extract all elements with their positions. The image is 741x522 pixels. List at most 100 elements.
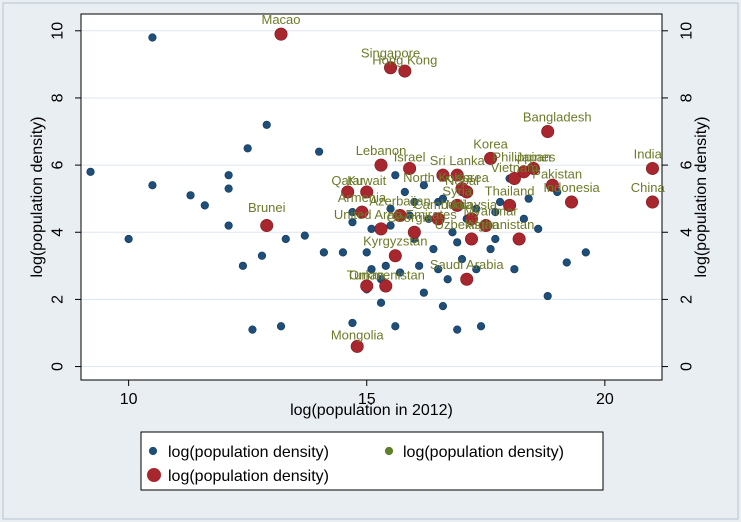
data-point-blue [315,147,324,156]
y-tick-label-left: 4 [50,228,67,237]
data-point-red [526,161,540,175]
data-point-blue [367,224,376,233]
data-point-blue [348,218,357,227]
data-point-blue [362,248,371,257]
data-point-blue [443,275,452,284]
y-tick-label-right: 2 [679,295,696,304]
data-point-red [260,219,274,233]
data-point-blue [434,265,443,274]
data-point-blue [410,197,419,207]
data-point-blue [486,244,495,254]
points-layer [86,27,659,353]
data-point-red [274,27,288,41]
legend-marker-green [384,446,394,456]
data-point-red [541,125,555,139]
data-point-blue [248,325,257,334]
data-point-blue [148,181,157,190]
data-point-blue [472,204,481,213]
data-point-blue [400,187,409,197]
y-tick-label-right: 10 [679,22,696,40]
data-point-red [374,222,388,236]
point-label: Oman [349,267,384,282]
grid-layer [81,14,662,380]
y-tick-label-left: 10 [50,22,67,40]
point-label: Kuwait [347,173,386,188]
point-label: India [634,146,663,161]
point-label: Hong Kong [372,52,437,67]
legend-marker-red [147,468,161,482]
point-label: Korea [473,136,508,151]
y-tick-label-left: 8 [50,93,67,102]
data-point-blue [367,265,376,274]
data-point-blue [348,318,357,328]
data-point-red [403,161,417,175]
data-point-blue [491,208,500,217]
data-point-blue [419,181,428,190]
data-point-red [431,212,445,226]
y-tick-label-left: 0 [50,362,67,371]
data-point-blue [300,231,309,240]
data-point-blue [200,201,209,210]
data-point-red [465,212,479,226]
data-point-red [465,232,479,246]
data-point-red [455,182,469,196]
data-point-blue [395,268,405,277]
data-point-red [384,61,398,75]
y-tick-label-left: 6 [50,161,67,170]
legend: log(population density) log(population d… [140,431,604,491]
x-tick-label: 20 [596,391,614,408]
data-point-blue [438,302,448,311]
point-label: Kyrgyzstan [363,234,427,249]
data-point-blue [391,171,400,180]
point-label: Philippines [492,150,555,165]
data-point-blue [381,261,390,270]
point-label: Myanmar [463,203,518,218]
data-point-red [374,158,388,172]
data-point-blue [243,144,252,153]
data-point-red [360,185,374,199]
data-point-red [512,232,526,246]
data-point-blue [491,234,500,244]
point-label: Cambodia [413,197,473,212]
point-label: China [631,180,666,195]
legend-marker-blue [148,446,158,456]
point-label: Israel [394,150,426,165]
data-point-blue [186,191,195,200]
data-point-blue [386,221,395,230]
data-point-blue [534,224,543,233]
data-point-blue [224,221,233,230]
data-point-blue [543,291,552,301]
data-point-blue [453,325,462,334]
point-label: Korea [454,170,489,185]
data-point-blue [581,248,590,257]
y-tick-label-right: 4 [679,228,696,237]
data-point-red [484,151,498,165]
data-point-blue [224,171,233,180]
data-point-blue [386,204,395,213]
point-label: Saudi Arabia [430,257,504,272]
data-point-red [645,195,659,209]
point-label: Singapore [361,46,420,61]
point-label: Mongolia [331,328,385,343]
data-point-blue [276,322,286,331]
data-point-red [645,161,659,175]
y-axis-title-left: log(population density) [29,117,46,278]
legend-label-green: log(population density) [403,444,564,461]
point-label: Japan [516,150,551,165]
data-point-red [565,195,579,209]
data-point-blue [391,322,400,331]
data-point-blue [472,265,481,274]
data-point-blue [524,194,533,203]
data-point-blue [562,258,571,267]
data-point-blue [453,238,462,247]
point-label: Malaysia [446,197,498,212]
y-tick-label-right: 8 [679,93,696,102]
axis-layer: 10 15 20 0 0 2 2 4 4 6 6 8 8 10 10 [50,22,696,408]
data-point-blue [86,167,95,176]
point-label: Azerbaijan [369,193,430,208]
point-label: Turkmenistan [347,267,425,282]
point-label: Macao [262,12,301,27]
